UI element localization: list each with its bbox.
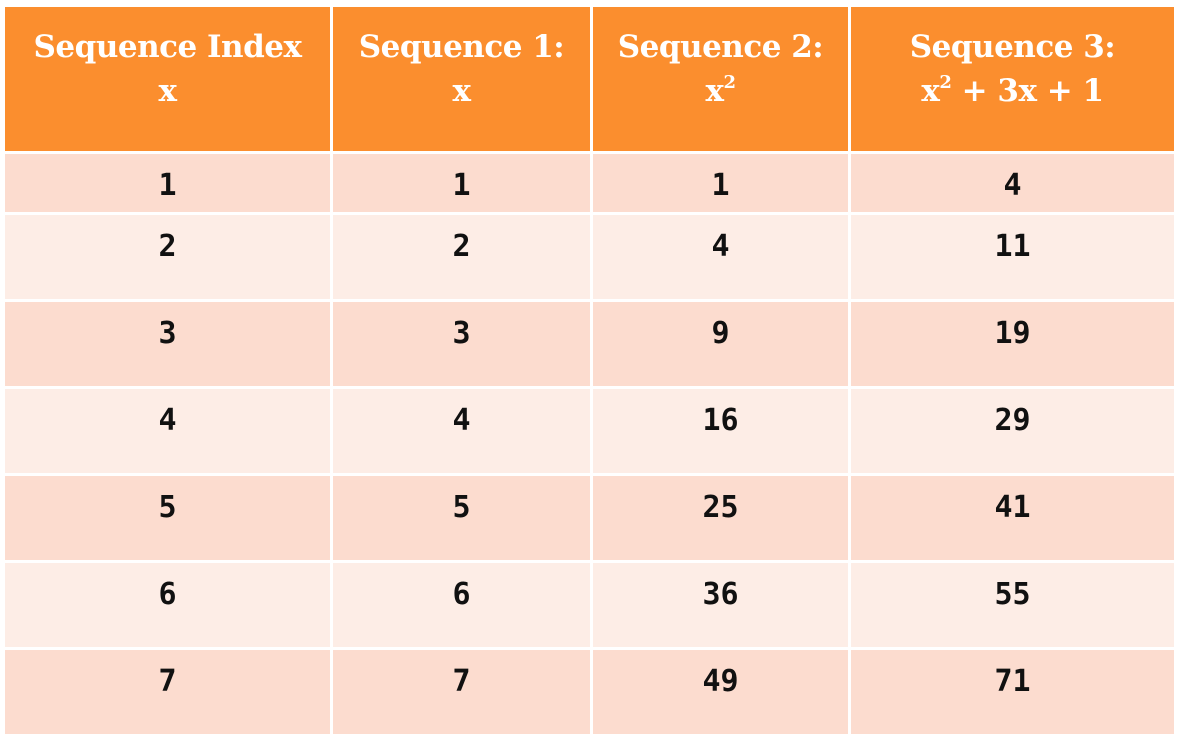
table-cell: 6 — [330, 560, 593, 650]
table-cell: 9 — [590, 299, 851, 389]
table-cell: 7 — [330, 647, 593, 737]
table-cell: 36 — [590, 560, 851, 650]
table-cell: 7 — [2, 647, 333, 737]
exponent: 2 — [723, 72, 736, 93]
header-sequence-3: Sequence 3: x2 + 3x + 1 — [848, 4, 1177, 154]
table-cell: 4 — [330, 386, 593, 476]
table-cell: 4 — [848, 151, 1177, 215]
table-row: 4 4 16 29 — [2, 386, 1177, 476]
table-row: 3 3 9 19 — [2, 299, 1177, 389]
table-cell: 49 — [590, 647, 851, 737]
header-title: Sequence 2: — [617, 29, 824, 65]
table-cell: 3 — [330, 299, 593, 389]
header-sequence-1: Sequence 1: x — [330, 4, 593, 154]
table-cell: 2 — [2, 212, 333, 302]
table-cell: 25 — [590, 473, 851, 563]
table-cell: 5 — [2, 473, 333, 563]
table-cell: 19 — [848, 299, 1177, 389]
table-cell: 3 — [2, 299, 333, 389]
header-sequence-index: Sequence Index x — [2, 4, 333, 154]
table-cell: 1 — [590, 151, 851, 215]
header-formula: x2 — [705, 72, 736, 109]
header-title: Sequence 3: — [909, 29, 1116, 65]
table-cell: 4 — [2, 386, 333, 476]
table-cell: 5 — [330, 473, 593, 563]
header-sequence-2: Sequence 2: x2 — [590, 4, 851, 154]
table-cell: 11 — [848, 212, 1177, 302]
header-title: Sequence Index — [33, 29, 302, 65]
header-formula: x — [158, 73, 177, 109]
table-cell: 16 — [590, 386, 851, 476]
header-row: Sequence Index x Sequence 1: x Sequence … — [2, 4, 1177, 154]
table-cell: 4 — [590, 212, 851, 302]
sequence-table: Sequence Index x Sequence 1: x Sequence … — [2, 4, 1177, 737]
header-formula: x2 + 3x + 1 — [921, 72, 1104, 109]
table-row: 2 2 4 11 — [2, 212, 1177, 302]
table-cell: 29 — [848, 386, 1177, 476]
table-row: 5 5 25 41 — [2, 473, 1177, 563]
table-cell: 55 — [848, 560, 1177, 650]
table-row: 7 7 49 71 — [2, 647, 1177, 737]
table-row: 6 6 36 55 — [2, 560, 1177, 650]
table-cell: 41 — [848, 473, 1177, 563]
header-formula: x — [452, 73, 471, 109]
table-cell: 1 — [330, 151, 593, 215]
header-title: Sequence 1: — [358, 29, 565, 65]
table-cell: 71 — [848, 647, 1177, 737]
exponent: 2 — [939, 72, 952, 93]
table-cell: 1 — [2, 151, 333, 215]
table-cell: 6 — [2, 560, 333, 650]
table-cell: 2 — [330, 212, 593, 302]
